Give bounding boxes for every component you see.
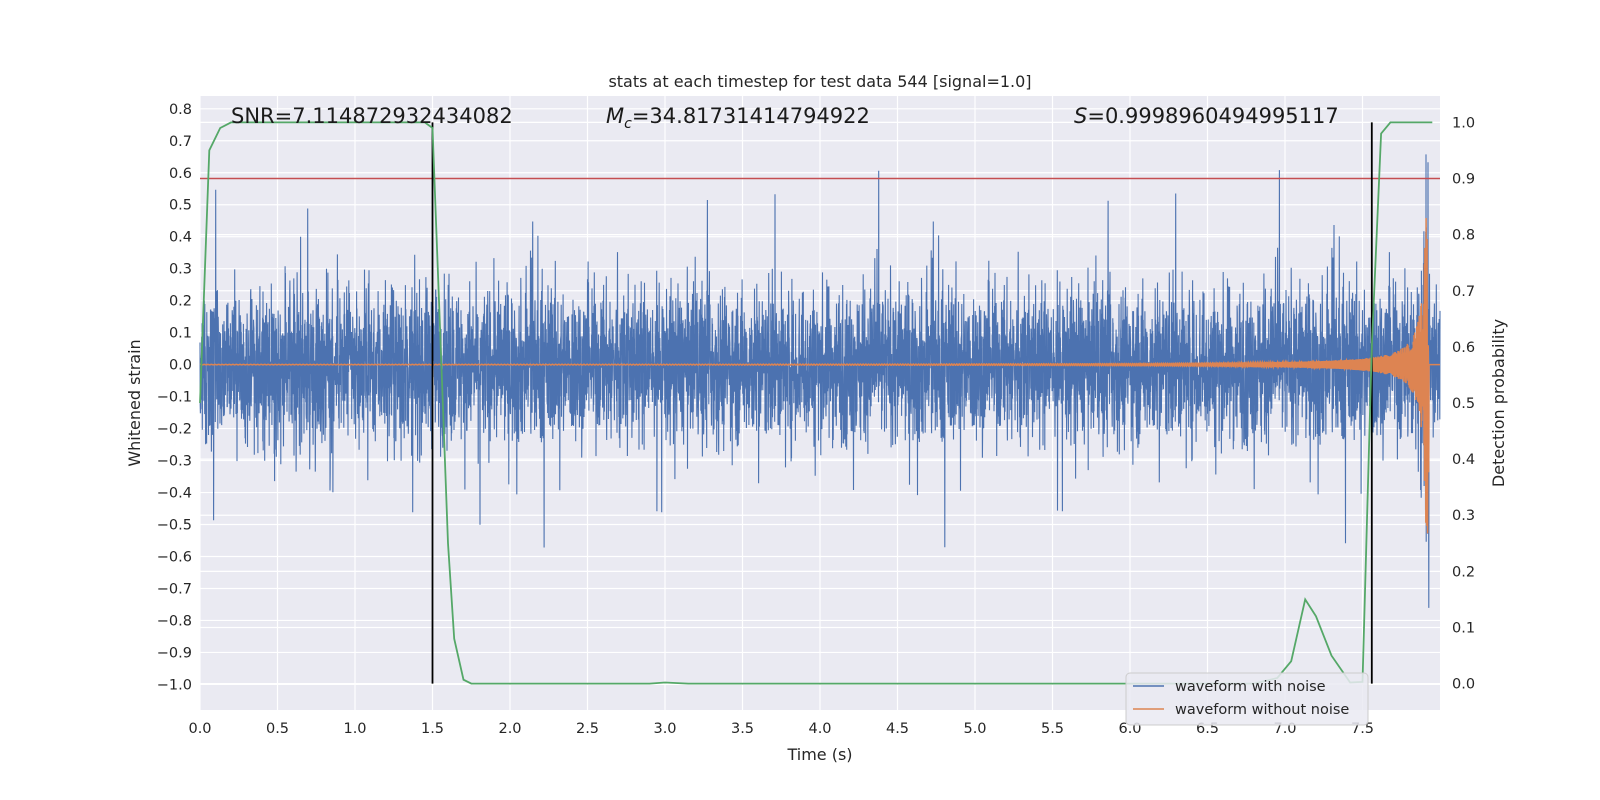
y-left-tick-label: −0.7 bbox=[157, 581, 192, 597]
y-left-tick-label: 0.3 bbox=[169, 262, 192, 278]
y-left-tick-label: −0.4 bbox=[157, 486, 192, 502]
y-axis-left-ticks: 0.8 0.7 0.6 0.5 0.4 0.3 0.2 0.1 0.0 −0.1 −0.2 −0.3 −… bbox=[157, 102, 192, 694]
y-left-tick-label: 0.7 bbox=[169, 134, 192, 150]
chirp-mass-annotation: Mc=34.81731414794922 bbox=[606, 104, 870, 132]
y-left-tick-label: 0.2 bbox=[169, 294, 192, 310]
x-axis-label: Time (s) bbox=[786, 745, 852, 764]
y-axis-left-label: Whitened strain bbox=[125, 339, 144, 466]
y-left-tick-label: −0.3 bbox=[157, 454, 192, 470]
y-right-tick-label: 0.0 bbox=[1452, 677, 1475, 693]
legend-label-waveform-with-noise: waveform with noise bbox=[1175, 679, 1326, 695]
legend-box bbox=[1125, 672, 1369, 726]
x-tick-label: 1.5 bbox=[421, 721, 444, 737]
y-left-tick-label: −0.8 bbox=[157, 613, 192, 629]
chirp-mass-subscript: c bbox=[624, 116, 632, 132]
x-tick-label: 1.0 bbox=[343, 721, 366, 737]
series-waveform-without-noise bbox=[199, 217, 1440, 534]
s-value: =0.9998960494995117 bbox=[1087, 104, 1338, 128]
legend-label-waveform-without-noise: waveform without noise bbox=[1175, 702, 1349, 718]
y-left-tick-label: −0.2 bbox=[157, 422, 192, 438]
y-left-tick-label: 0.0 bbox=[169, 358, 192, 374]
y-right-tick-label: 1.0 bbox=[1452, 115, 1475, 131]
x-tick-label: 0.5 bbox=[266, 721, 289, 737]
y-left-tick-label: −1.0 bbox=[157, 677, 192, 693]
series-waveform-with-noise bbox=[199, 154, 1441, 608]
y-right-tick-label: 0.3 bbox=[1452, 508, 1475, 524]
y-left-tick-label: 0.4 bbox=[169, 230, 192, 246]
y-axis-right-ticks: 1.0 0.9 0.8 0.7 0.6 0.5 0.4 0.3 0.2 0.1 0.0 bbox=[1452, 115, 1475, 692]
y-left-tick-label: −0.5 bbox=[157, 518, 192, 534]
snr-statistic-annotation: S=0.9998960494995117 bbox=[1074, 104, 1339, 128]
y-right-tick-label: 0.6 bbox=[1452, 340, 1475, 356]
chart-title: stats at each timestep for test data 544… bbox=[608, 72, 1031, 91]
y-right-tick-label: 0.9 bbox=[1452, 172, 1475, 188]
y-right-tick-label: 0.1 bbox=[1452, 620, 1475, 636]
noise-waveform-line bbox=[199, 154, 1441, 608]
x-tick-label: 5.5 bbox=[1041, 721, 1064, 737]
y-left-tick-label: −0.6 bbox=[157, 550, 192, 566]
x-tick-label: 4.5 bbox=[886, 721, 909, 737]
y-right-tick-label: 0.2 bbox=[1452, 564, 1475, 580]
y-left-tick-label: 0.6 bbox=[169, 166, 192, 182]
y-left-tick-label: −0.9 bbox=[157, 645, 192, 661]
y-right-tick-label: 0.5 bbox=[1452, 396, 1475, 412]
x-tick-label: 2.5 bbox=[576, 721, 599, 737]
x-tick-label: 3.5 bbox=[731, 721, 754, 737]
snr-annotation: SNR=7.114872932434082 bbox=[231, 104, 513, 128]
y-right-tick-label: 0.4 bbox=[1452, 452, 1475, 468]
y-left-tick-label: 0.5 bbox=[169, 198, 192, 214]
y-left-tick-label: −0.1 bbox=[157, 390, 192, 406]
legend: waveform with noise waveform without noi… bbox=[1125, 672, 1369, 726]
vertical-markers bbox=[431, 122, 1373, 684]
chirp-mass-value: =34.81731414794922 bbox=[632, 104, 870, 128]
chirp-waveform-line bbox=[199, 217, 1440, 534]
x-tick-label: 4.0 bbox=[808, 721, 831, 737]
y-right-tick-label: 0.7 bbox=[1452, 284, 1475, 300]
chirp-mass-symbol: M bbox=[606, 104, 624, 128]
x-tick-label: 3.0 bbox=[653, 721, 676, 737]
y-left-tick-label: 0.1 bbox=[169, 326, 192, 342]
y-right-tick-label: 0.8 bbox=[1452, 228, 1475, 244]
x-tick-label: 2.0 bbox=[498, 721, 521, 737]
y-left-tick-label: 0.8 bbox=[169, 102, 192, 118]
x-tick-label: 0.0 bbox=[188, 721, 211, 737]
y-axis-right-label: Detection probability bbox=[1489, 319, 1508, 487]
x-tick-label: 5.0 bbox=[963, 721, 986, 737]
s-symbol: S bbox=[1074, 104, 1087, 128]
